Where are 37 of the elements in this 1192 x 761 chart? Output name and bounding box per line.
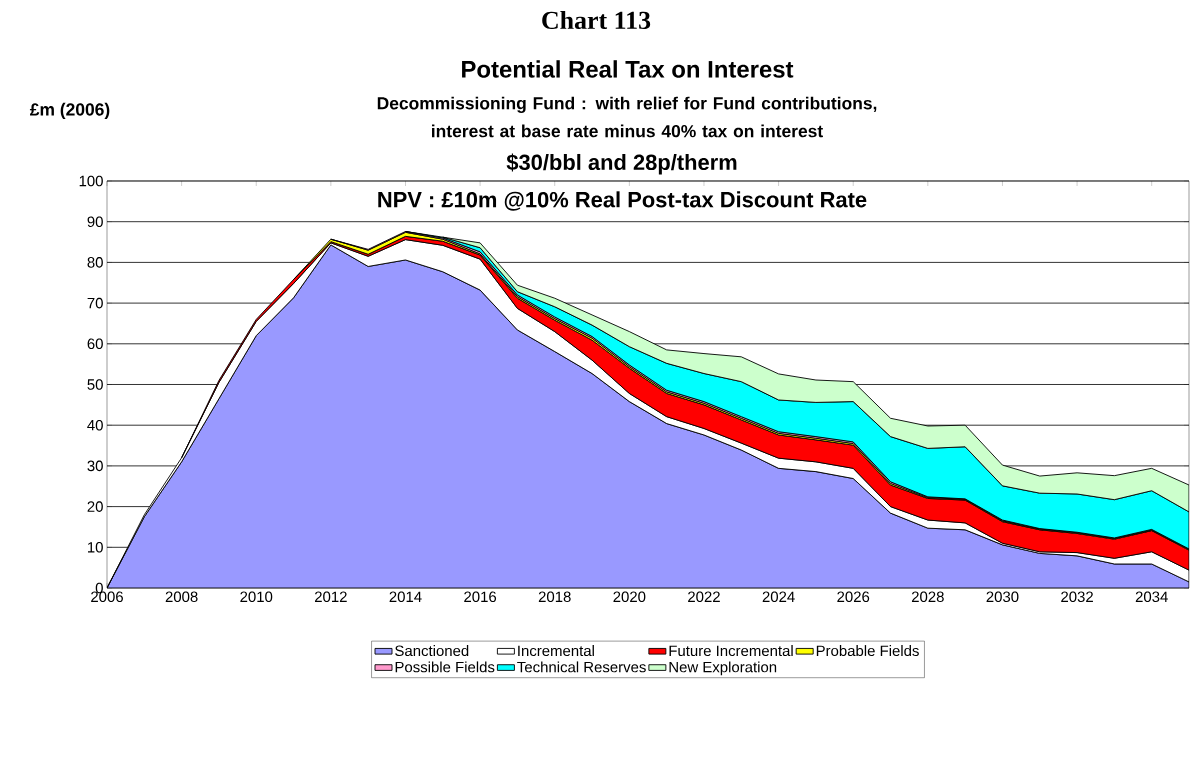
y-tick-label: 50 xyxy=(87,379,103,390)
chart-subtitle: Decommissioning Fund : with relief for Fund contributions, interest at base rate minus 40% tax on interest xyxy=(377,96,877,138)
y-axis-title: £m (2006) xyxy=(29,102,110,120)
x-tick-label: 2024 xyxy=(762,591,795,603)
legend-label: New Exploration xyxy=(669,661,777,676)
y-tick-label: 70 xyxy=(87,297,103,309)
x-tick-label: 2028 xyxy=(911,591,944,603)
y-tick-label: 60 xyxy=(87,338,103,350)
y-tick-label: 100 xyxy=(79,175,103,187)
y-tick-label: 80 xyxy=(87,257,103,268)
legend-label: Sanctioned xyxy=(395,645,469,657)
y-tick-label: 90 xyxy=(87,216,103,227)
legend-label: Future Incremental xyxy=(669,645,793,657)
x-tick-label: 2010 xyxy=(240,591,273,603)
legend-label: Technical Reserves xyxy=(517,661,646,673)
legend-label: Incremental xyxy=(518,645,594,657)
x-tick-label: 2018 xyxy=(538,591,571,603)
y-tick-label: 10 xyxy=(88,542,103,553)
x-tick-label: 2030 xyxy=(986,591,1019,603)
x-tick-label: 2014 xyxy=(389,591,422,603)
x-tick-label: 2016 xyxy=(464,591,497,603)
x-tick-label: 2012 xyxy=(314,591,347,603)
text: $30/bbl and 28p/therm xyxy=(506,153,737,175)
x-tick-label: 2034 xyxy=(1135,591,1168,603)
x-tick-label: 2008 xyxy=(165,591,198,603)
legend-label: Probable Fields xyxy=(816,645,919,657)
chart-title: Potential Real Tax on Interest xyxy=(462,60,794,78)
x-tick-label: 2026 xyxy=(837,591,870,603)
y-tick-label: 40 xyxy=(87,419,103,431)
annotation: NPV : £10m @10% Real Post-tax Discount Rate xyxy=(378,191,867,211)
x-tick-label: 2020 xyxy=(613,591,646,603)
x-tick-label: 2032 xyxy=(1061,591,1093,603)
x-tick-label: 2022 xyxy=(688,591,720,603)
y-tick-label: 30 xyxy=(87,460,103,472)
y-tick-label: 20 xyxy=(87,501,103,512)
caption: Chart 113 xyxy=(542,10,651,30)
legend-label: Possible Fields xyxy=(395,661,495,673)
